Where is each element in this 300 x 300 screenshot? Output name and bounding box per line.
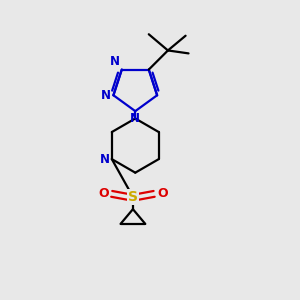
Text: N: N <box>130 112 140 125</box>
Text: O: O <box>157 188 168 200</box>
Text: O: O <box>98 188 109 200</box>
Text: N: N <box>101 89 111 102</box>
Text: N: N <box>100 153 110 166</box>
Text: N: N <box>110 55 120 68</box>
Text: S: S <box>128 190 138 204</box>
